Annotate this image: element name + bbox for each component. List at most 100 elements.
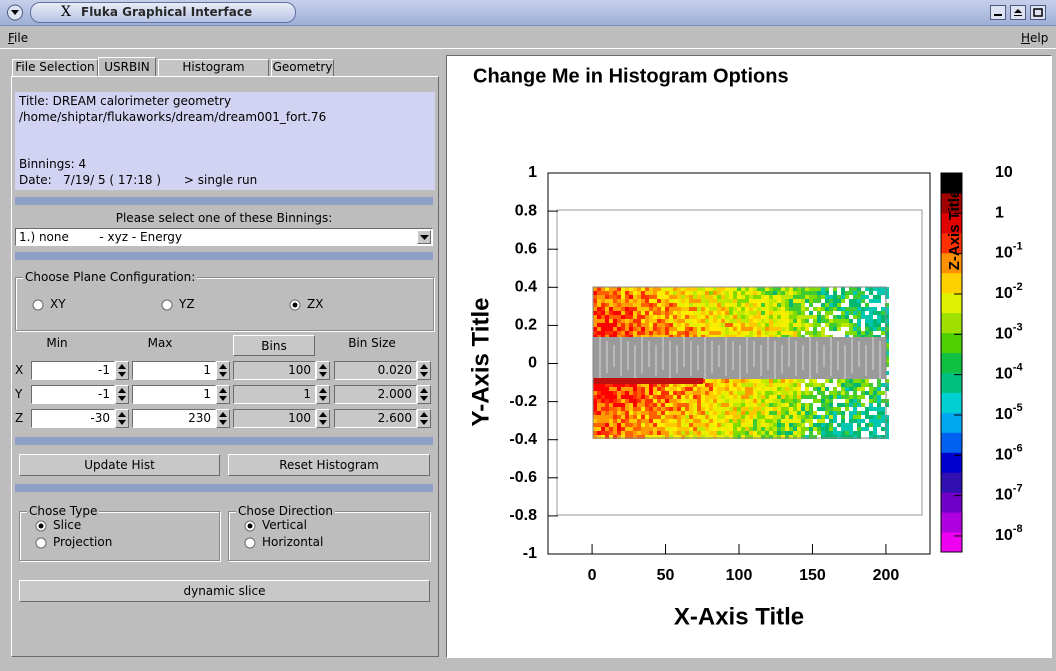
heatmap-cell xyxy=(857,383,861,387)
heatmap-cell xyxy=(741,319,745,323)
heatmap-cell xyxy=(829,299,833,303)
spinner[interactable] xyxy=(417,409,431,428)
spinner[interactable] xyxy=(216,409,230,428)
bins-button[interactable]: Bins xyxy=(233,335,315,356)
number-field[interactable]: -1 xyxy=(31,385,115,404)
heatmap-cell xyxy=(837,319,841,323)
heatmap-cell xyxy=(697,435,701,439)
heatmap-cell xyxy=(697,399,701,403)
heatmap-cell xyxy=(857,331,861,335)
close-button[interactable] xyxy=(1030,5,1046,20)
heatmap-cell xyxy=(809,431,813,435)
heatmap-cell xyxy=(857,287,861,291)
heatmap-cell xyxy=(745,327,749,331)
heatmap-cell xyxy=(813,323,817,327)
number-field[interactable]: -30 xyxy=(31,409,115,428)
heatmap-cell xyxy=(625,423,629,427)
heatmap-cell xyxy=(761,287,765,291)
heatmap-cell xyxy=(637,395,641,399)
spinner[interactable] xyxy=(316,361,330,380)
radio-button[interactable] xyxy=(161,299,173,311)
heatmap-cell xyxy=(653,383,657,387)
heatmap-cell xyxy=(741,387,745,391)
dropdown-arrow[interactable] xyxy=(417,230,431,244)
heatmap-cell xyxy=(785,307,789,311)
heatmap-cell xyxy=(769,295,773,299)
number-field[interactable]: 230 xyxy=(132,409,216,428)
heatmap-cell xyxy=(645,411,649,415)
radio-button[interactable] xyxy=(244,537,256,549)
spinner[interactable] xyxy=(115,409,129,428)
heatmap-cell xyxy=(633,299,637,303)
heatmap-cell xyxy=(865,319,869,323)
heatmap-cell xyxy=(733,387,737,391)
heatmap-cell xyxy=(729,303,733,307)
heatmap-cell xyxy=(693,287,697,291)
spinner[interactable] xyxy=(316,409,330,428)
radio-button[interactable] xyxy=(35,537,47,549)
heatmap-cell xyxy=(657,391,661,395)
heatmap-cell xyxy=(621,299,625,303)
heatmap-cell xyxy=(733,435,737,439)
heatmap-cell xyxy=(781,411,785,415)
heatmap-cell xyxy=(593,287,597,291)
binning-dropdown[interactable]: 1.) none - xyz - Energy xyxy=(15,228,433,246)
heatmap-cell xyxy=(749,323,753,327)
heatmap-cell xyxy=(701,383,705,387)
heatmap-cell xyxy=(849,419,853,423)
radio-button[interactable] xyxy=(32,299,44,311)
tab[interactable]: File Selection xyxy=(12,59,98,76)
window-menu-button[interactable] xyxy=(6,4,24,21)
update-button[interactable]: Update Hist xyxy=(19,454,220,476)
heatmap-cell xyxy=(757,379,761,383)
spinner[interactable] xyxy=(216,361,230,380)
spinner[interactable] xyxy=(216,385,230,404)
heatmap-cell xyxy=(725,379,729,383)
heatmap-cell xyxy=(797,307,801,311)
radio-button[interactable] xyxy=(244,520,256,532)
heatmap-cell xyxy=(789,307,793,311)
heatmap-cell xyxy=(605,383,609,387)
heatmap-cell xyxy=(769,427,773,431)
tab[interactable]: Geometry xyxy=(271,59,334,76)
radio-button[interactable] xyxy=(35,520,47,532)
heatmap-cell xyxy=(789,403,793,407)
heatmap-cell xyxy=(853,383,857,387)
heatmap-cell xyxy=(633,311,637,315)
number-field[interactable]: 1 xyxy=(132,385,216,404)
heatmap-cell xyxy=(845,399,849,403)
heatmap-cell xyxy=(821,423,825,427)
heatmap-cell xyxy=(885,295,889,299)
maximize-button[interactable] xyxy=(1010,5,1026,20)
heatmap-cell xyxy=(853,379,857,383)
number-field[interactable]: 1 xyxy=(132,361,216,380)
binning-prompt: Please select one of these Binnings: xyxy=(115,211,333,225)
menu-file[interactable]: File xyxy=(8,31,29,45)
tab-active[interactable]: USRBIN xyxy=(98,57,156,77)
reset-button[interactable]: Reset Histogram xyxy=(228,454,430,476)
heatmap-cell xyxy=(621,303,625,307)
spinner[interactable] xyxy=(115,361,129,380)
spinner[interactable] xyxy=(417,361,431,380)
heatmap-cell xyxy=(869,287,873,291)
radio-button[interactable] xyxy=(289,299,301,311)
heatmap-cell xyxy=(849,299,853,303)
heatmap-cell xyxy=(717,423,721,427)
heatmap-cell xyxy=(681,407,685,411)
heatmap-cell xyxy=(709,315,713,319)
spinner[interactable] xyxy=(115,385,129,404)
heatmap-cell xyxy=(849,287,853,291)
heatmap-cell xyxy=(629,319,633,323)
spinner[interactable] xyxy=(316,385,330,404)
heatmap-cell xyxy=(721,299,725,303)
dynamic-slice-button[interactable]: dynamic slice xyxy=(19,580,430,602)
menu-help[interactable]: Help xyxy=(1021,31,1049,45)
heatmap-cell xyxy=(661,315,665,319)
heatmap-cell xyxy=(797,415,801,419)
heatmap-cell xyxy=(601,427,605,431)
heatmap-cell xyxy=(885,419,889,423)
minimize-button[interactable] xyxy=(990,5,1006,20)
number-field[interactable]: -1 xyxy=(31,361,115,380)
spinner[interactable] xyxy=(417,385,431,404)
heatmap-cell xyxy=(693,427,697,431)
